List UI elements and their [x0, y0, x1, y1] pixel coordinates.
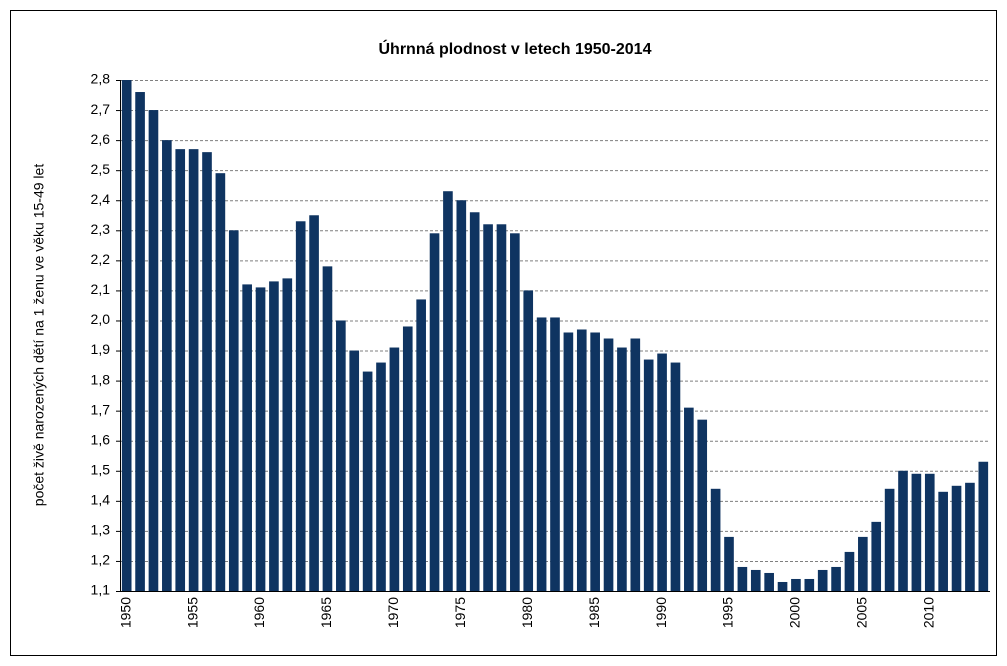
- y-tick-label: 2,2: [91, 251, 111, 267]
- bar: [858, 536, 868, 591]
- bar: [510, 233, 520, 592]
- x-tick-label: 2005: [854, 597, 870, 628]
- bar: [643, 359, 654, 591]
- bar: [443, 191, 453, 591]
- x-tick-label: 1985: [586, 597, 602, 628]
- bar: [804, 578, 815, 591]
- bar: [523, 290, 534, 591]
- bar: [496, 224, 507, 591]
- bar: [175, 149, 186, 591]
- y-tick-label: 1,3: [91, 522, 111, 538]
- bar: [617, 347, 627, 591]
- x-tick-label: 1980: [519, 597, 535, 628]
- bar: [710, 488, 721, 591]
- bar: [576, 329, 587, 591]
- bar: [242, 284, 252, 591]
- bar: [750, 569, 761, 591]
- y-tick-label: 1,9: [91, 341, 111, 357]
- y-tick-label: 2,1: [91, 281, 111, 297]
- x-tick-label: 1955: [184, 597, 200, 628]
- bar: [978, 461, 989, 591]
- bar: [416, 299, 426, 591]
- bar: [938, 491, 948, 591]
- bar: [483, 224, 493, 591]
- bar: [282, 278, 293, 591]
- x-tick-label: 1995: [720, 597, 736, 628]
- bar: [590, 332, 600, 591]
- bar: [791, 578, 801, 591]
- bar: [911, 473, 922, 591]
- bar: [630, 338, 641, 591]
- y-tick-label: 2,8: [91, 71, 111, 87]
- bar: [965, 482, 975, 591]
- bar: [269, 281, 279, 591]
- bar: [670, 362, 681, 591]
- bar: [724, 536, 734, 591]
- bar: [322, 266, 333, 591]
- y-tick-label: 1,6: [91, 431, 111, 447]
- bar: [135, 92, 145, 591]
- bar: [697, 419, 708, 591]
- y-tick-label: 2,7: [91, 101, 111, 117]
- y-tick-label: 1,4: [91, 492, 111, 508]
- bar: [456, 200, 467, 591]
- bar: [188, 149, 199, 591]
- bar: [657, 353, 667, 591]
- x-tick-label: 1990: [653, 597, 669, 628]
- x-tick-label: 1975: [452, 597, 468, 628]
- y-axis-label: počet živě narozených dětí na 1 ženu ve …: [31, 164, 47, 507]
- bar: [202, 152, 212, 591]
- bar: [255, 287, 266, 591]
- bar: [924, 473, 935, 591]
- bar: [309, 215, 319, 591]
- bar: [764, 572, 774, 591]
- y-tick-label: 2,5: [91, 161, 111, 177]
- bar: [121, 80, 132, 591]
- bar: [402, 326, 413, 591]
- bar: [469, 212, 480, 591]
- bar: [148, 110, 159, 591]
- x-tick-label: 1950: [117, 597, 133, 628]
- bar: [884, 488, 895, 591]
- x-tick-label: 1960: [251, 597, 267, 628]
- bar: [536, 317, 547, 591]
- bar: [844, 551, 855, 591]
- bar: [336, 320, 346, 591]
- y-tick-label: 1,7: [91, 401, 111, 417]
- x-tick-label: 2000: [787, 597, 803, 628]
- bar: [162, 140, 172, 591]
- bar: [362, 371, 373, 591]
- x-tick-label: 2010: [920, 597, 936, 628]
- bar: [295, 221, 306, 591]
- y-tick-label: 2,3: [91, 221, 111, 237]
- bar: [389, 347, 400, 591]
- bar: [550, 317, 560, 591]
- bar: [951, 485, 962, 591]
- bar: [817, 569, 828, 591]
- y-tick-label: 1,5: [91, 461, 111, 477]
- bar: [376, 362, 386, 591]
- y-tick-label: 1,1: [91, 582, 111, 598]
- bar: [563, 332, 574, 591]
- x-tick-label: 1970: [385, 597, 401, 628]
- bar: [777, 581, 788, 591]
- bar: [898, 470, 908, 591]
- y-tick-label: 2,0: [91, 311, 111, 327]
- bar: [228, 230, 239, 591]
- y-tick-label: 2,4: [91, 191, 111, 207]
- bar: [429, 233, 440, 592]
- bar: [215, 173, 226, 591]
- x-tick-label: 1965: [318, 597, 334, 628]
- y-tick-label: 2,6: [91, 131, 111, 147]
- bar: [349, 350, 360, 591]
- bar: [871, 521, 882, 591]
- y-tick-label: 1,8: [91, 371, 111, 387]
- chart-title: Úhrnná plodnost v letech 1950-2014: [379, 39, 652, 58]
- bar: [603, 338, 614, 591]
- y-tick-label: 1,2: [91, 552, 111, 568]
- bar: [831, 566, 841, 591]
- bar: [737, 566, 748, 591]
- bar: [684, 407, 694, 591]
